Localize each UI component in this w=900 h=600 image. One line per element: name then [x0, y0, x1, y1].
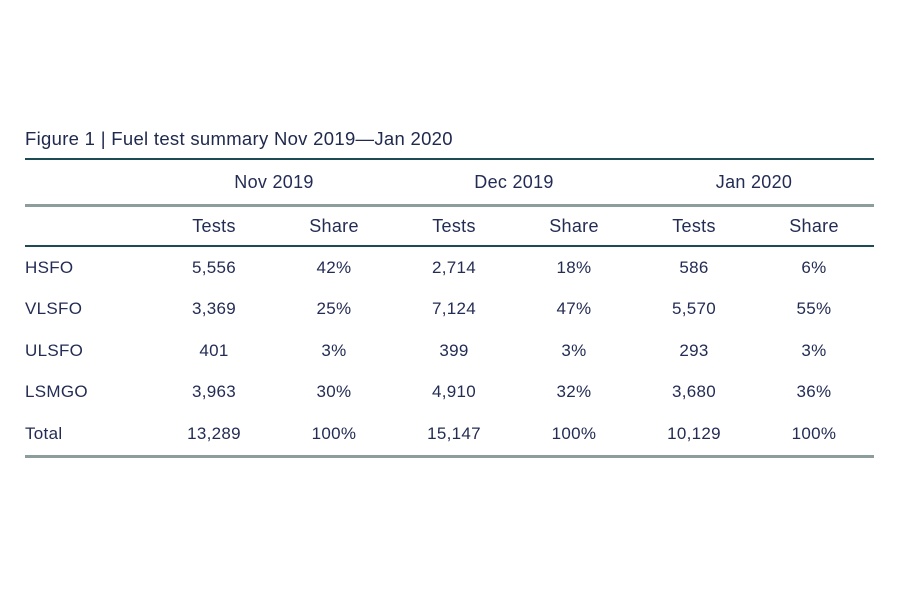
month-header-jan-2020: Jan 2020 [715, 171, 793, 192]
column-header-tests-nov: Tests [192, 215, 236, 236]
row-label: VLSFO [25, 299, 83, 319]
table-cell: 7,124 [431, 299, 477, 319]
table-cell: 25% [316, 299, 352, 319]
title-rule [25, 158, 874, 160]
month-header-row: Nov 2019 Dec 2019 Jan 2020 [25, 160, 874, 204]
table-cell: 3,680 [671, 382, 717, 402]
table-cell: 401 [199, 340, 229, 360]
column-header-tests-jan: Tests [672, 215, 716, 236]
row-label: HSFO [25, 257, 74, 277]
table-row-ulsfo: ULSFO 401 3% 399 3% 293 3% [25, 330, 874, 372]
table-cell: 399 [439, 340, 469, 360]
table-cell: 3% [561, 340, 587, 360]
figure-title: Figure 1 | Fuel test summary Nov 2019—Ja… [25, 128, 453, 149]
table-cell: 42% [316, 257, 352, 277]
month-header-dec-2019: Dec 2019 [474, 171, 554, 192]
table-cell: 30% [316, 382, 352, 402]
table-cell: 3% [321, 340, 347, 360]
table-cell: 5,570 [671, 299, 717, 319]
row-label: ULSFO [25, 340, 84, 360]
table-cell: 100% [311, 423, 357, 443]
table-cell: 100% [791, 423, 837, 443]
table-cell: 13,289 [187, 423, 241, 443]
table-cell: 293 [679, 340, 709, 360]
table-cell: 55% [796, 299, 832, 319]
table-cell: 10,129 [667, 423, 721, 443]
month-header-rule [25, 204, 874, 207]
table-cell: 3% [801, 340, 827, 360]
row-label: Total [25, 423, 63, 443]
column-header-share-dec: Share [549, 215, 599, 236]
table-cell: 15,147 [427, 423, 481, 443]
table-row-total: Total 13,289 100% 15,147 100% 10,129 100… [25, 413, 874, 455]
table-cell: 2,714 [431, 257, 477, 277]
subheader-row: Tests Share Tests Share Tests Share [25, 207, 874, 245]
month-header-nov-2019: Nov 2019 [234, 171, 314, 192]
table-cell: 586 [679, 257, 709, 277]
column-header-share-jan: Share [789, 215, 839, 236]
table-cell: 36% [796, 382, 832, 402]
table-cell: 6% [801, 257, 827, 277]
table-row-hsfo: HSFO 5,556 42% 2,714 18% 586 6% [25, 247, 874, 289]
table-cell: 100% [551, 423, 597, 443]
column-header-tests-dec: Tests [432, 215, 476, 236]
row-label: LSMGO [25, 382, 88, 402]
subheader-rule [25, 245, 874, 247]
table-cell: 18% [556, 257, 592, 277]
table-cell: 5,556 [191, 257, 237, 277]
table-cell: 47% [556, 299, 592, 319]
table-row-vlsfo: VLSFO 3,369 25% 7,124 47% 5,570 55% [25, 289, 874, 331]
table-cell: 3,369 [191, 299, 237, 319]
table-cell: 4,910 [431, 382, 477, 402]
table-cell: 32% [556, 382, 592, 402]
table-bottom-rule [25, 454, 874, 458]
table-row-lsmgo: LSMGO 3,963 30% 4,910 32% 3,680 36% [25, 372, 874, 414]
column-header-share-nov: Share [309, 215, 359, 236]
table-cell: 3,963 [191, 382, 237, 402]
figure-container: Figure 1 | Fuel test summary Nov 2019—Ja… [25, 126, 874, 458]
